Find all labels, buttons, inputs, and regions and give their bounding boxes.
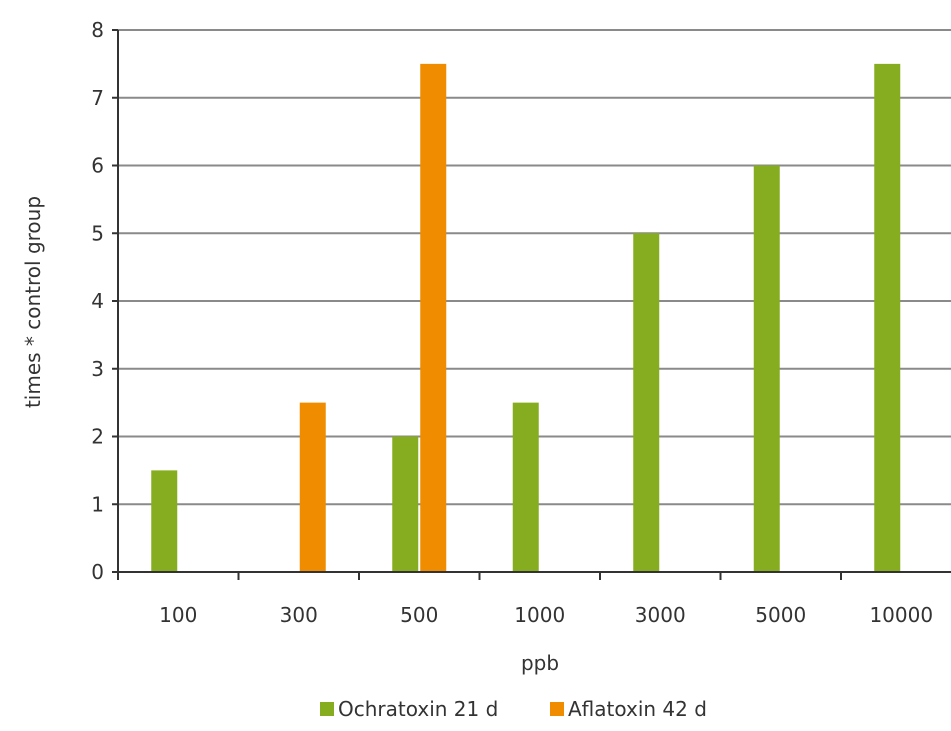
legend-swatch [320, 702, 334, 716]
y-tick-label: 1 [91, 492, 104, 516]
y-tick-label: 6 [91, 154, 104, 178]
legend-label: Aflatoxin 42 d [568, 697, 707, 721]
bar-ochratoxin-21-d-100 [151, 470, 178, 572]
bar-ochratoxin-21-d-5000 [753, 165, 780, 572]
bar-aflatoxin-42-d-500 [420, 63, 447, 572]
y-tick-label: 5 [91, 221, 104, 245]
y-tick-label: 8 [91, 18, 104, 42]
legend-item: Aflatoxin 42 d [550, 697, 707, 721]
y-tick-label: 2 [91, 425, 104, 449]
bar-ochratoxin-21-d-500 [392, 436, 419, 572]
legend-swatch [550, 702, 564, 716]
bar-ochratoxin-21-d-1000 [512, 402, 539, 572]
axes: 0 1 2 3 4 5 6 7 8 100 300 500 1000 3000 5000 10000 [91, 18, 951, 627]
x-tick-label: 500 [400, 603, 438, 627]
x-axis-title: ppb [521, 651, 559, 675]
x-tick-label: 100 [159, 603, 197, 627]
x-tick-label: 5000 [755, 603, 806, 627]
y-tick-label: 4 [91, 289, 104, 313]
x-tick-label: 10000 [869, 603, 933, 627]
x-tick-label: 3000 [635, 603, 686, 627]
x-tick-label: 300 [280, 603, 318, 627]
bar-aflatoxin-42-d-300 [299, 402, 326, 572]
bar-ochratoxin-21-d-10000 [874, 63, 901, 572]
y-tick-label: 0 [91, 560, 104, 584]
legend-label: Ochratoxin 21 d [338, 697, 498, 721]
x-tick-label: 1000 [514, 603, 565, 627]
legend: Ochratoxin 21 d Aflatoxin 42 d [320, 697, 707, 721]
bar-ochratoxin-21-d-3000 [633, 233, 660, 572]
legend-item: Ochratoxin 21 d [320, 697, 498, 721]
bars [151, 63, 901, 572]
gridlines [118, 29, 951, 573]
y-tick-label: 7 [91, 86, 104, 110]
y-tick-label: 3 [91, 357, 104, 381]
y-axis-title: times * control group [21, 196, 45, 408]
